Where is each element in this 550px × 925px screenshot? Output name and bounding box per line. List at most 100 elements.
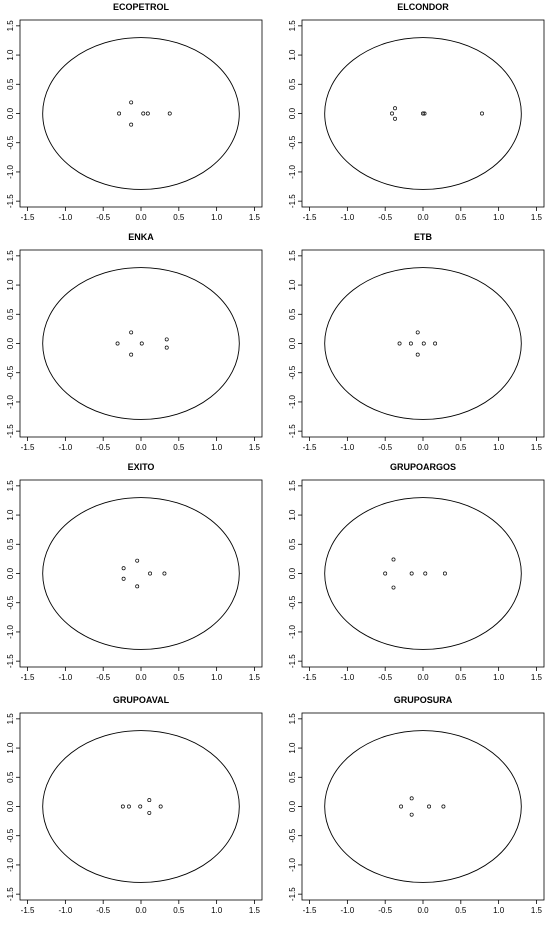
x-tick-label: -1.0 — [340, 443, 354, 452]
x-tick-label: -0.5 — [378, 443, 392, 452]
x-tick-label: -1.0 — [58, 213, 72, 222]
y-tick-label: -1.0 — [288, 858, 297, 872]
y-tick-label: 0.5 — [288, 771, 297, 783]
x-tick-label: -1.0 — [340, 906, 354, 915]
x-tick-label: 0.5 — [173, 443, 185, 452]
y-tick-label: 1.5 — [6, 713, 15, 725]
x-tick-label: 1.0 — [211, 673, 223, 682]
x-tick-label: 1.5 — [249, 443, 261, 452]
x-tick-label: 1.5 — [531, 906, 543, 915]
data-point — [383, 571, 388, 576]
reference-circle — [42, 267, 240, 420]
y-tick-label: 1.0 — [6, 279, 15, 291]
x-tick-label: -0.5 — [96, 213, 110, 222]
y-tick-label: 0.0 — [6, 800, 15, 812]
y-tick-label: 0.5 — [288, 308, 297, 320]
y-tick-label: -0.5 — [288, 595, 297, 609]
x-tick-label: 1.5 — [531, 673, 543, 682]
y-tick-label: -1.5 — [6, 654, 15, 668]
chart-panel-grupoaval: GRUPOAVAL -1.5 -1.0 -0.5 0.0 0.5 1.0 1.5 -1.5 -1.… — [6, 695, 263, 915]
data-point — [421, 111, 425, 116]
data-point — [391, 585, 396, 590]
reference-circle — [42, 497, 240, 650]
data-point — [145, 111, 150, 116]
data-point — [427, 804, 431, 809]
y-tick-label: -1.0 — [6, 625, 15, 639]
panel-title: EXITO — [128, 462, 155, 472]
y-tick-label: -1.0 — [288, 165, 297, 179]
data-point — [421, 341, 426, 346]
y-tick-label: 1.5 — [6, 480, 15, 492]
y-tick-label: -1.5 — [288, 424, 297, 438]
x-tick-label: -0.5 — [96, 906, 110, 915]
reference-circle — [324, 267, 522, 420]
x-tick-label: 0.0 — [417, 673, 429, 682]
x-tick-label: -1.5 — [21, 443, 35, 452]
y-tick-label: -1.5 — [6, 194, 15, 208]
data-point — [162, 571, 167, 576]
data-point — [480, 111, 484, 116]
x-tick-label: -1.0 — [340, 673, 354, 682]
data-point — [135, 584, 140, 589]
x-tick-label: -0.5 — [96, 673, 110, 682]
y-tick-label: 1.0 — [6, 509, 15, 521]
x-tick-label: 0.0 — [135, 443, 147, 452]
y-tick-label: -1.5 — [288, 194, 297, 208]
chart-panel-gruposura: GRUPOSURA -1.5 -1.0 -0.5 0.0 0.5 1.0 1.5 -1.5 -1.… — [288, 695, 545, 915]
y-tick-label: 0.5 — [6, 538, 15, 550]
data-point — [397, 341, 402, 346]
plot-frame — [19, 249, 263, 438]
plot-frame — [301, 249, 545, 438]
x-tick-label: 1.5 — [249, 906, 261, 915]
panel-title: ETB — [414, 232, 433, 242]
x-tick-label: 1.0 — [493, 213, 505, 222]
data-point — [147, 798, 152, 803]
data-point — [391, 557, 396, 562]
data-point — [117, 111, 122, 116]
data-point — [393, 106, 397, 111]
chart-panel-exito: EXITO -1.5 -1.0 -0.5 0.0 0.5 1.0 1.5 -1.5 -1.0 -0.… — [6, 462, 263, 682]
chart-panel-grupoargos: GRUPOARGOS -1.5 -1.0 -0.5 0.0 0.5 1.0 1.5 -1.5 -1… — [288, 462, 545, 682]
data-point — [135, 558, 140, 563]
y-tick-label: 1.0 — [288, 49, 297, 61]
data-point — [408, 341, 413, 346]
data-point — [423, 571, 428, 576]
x-tick-label: 1.0 — [211, 906, 223, 915]
data-point — [147, 810, 152, 815]
chart-panel-elcondor: ELCONDOR -1.5 -1.0 -0.5 0.0 0.5 1.0 1.5 -1.5 -1.0… — [288, 2, 545, 222]
x-tick-label: 0.0 — [417, 906, 429, 915]
data-point — [415, 352, 420, 357]
panel-title: GRUPOSURA — [394, 695, 453, 705]
y-tick-label: 1.5 — [288, 713, 297, 725]
y-tick-label: 0.0 — [6, 107, 15, 119]
data-point — [415, 330, 420, 335]
y-tick-label: 1.0 — [6, 742, 15, 754]
x-tick-label: 0.0 — [135, 213, 147, 222]
y-tick-label: -1.5 — [288, 887, 297, 901]
y-tick-label: 1.5 — [6, 20, 15, 32]
x-tick-label: -1.5 — [21, 673, 35, 682]
data-point — [441, 804, 446, 809]
x-tick-label: 1.0 — [211, 213, 223, 222]
y-tick-label: -0.5 — [6, 828, 15, 842]
x-tick-label: -1.5 — [303, 673, 317, 682]
reference-circle — [42, 730, 240, 883]
x-tick-label: 0.5 — [455, 213, 467, 222]
y-tick-label: -1.0 — [6, 858, 15, 872]
data-point — [129, 330, 134, 335]
data-point — [120, 804, 125, 809]
y-tick-label: -0.5 — [6, 595, 15, 609]
x-tick-label: -0.5 — [96, 443, 110, 452]
y-tick-label: 0.5 — [6, 308, 15, 320]
y-tick-label: 1.5 — [6, 250, 15, 262]
data-point — [390, 111, 394, 116]
y-tick-label: 0.5 — [6, 78, 15, 90]
data-point — [129, 352, 134, 357]
y-tick-label: -0.5 — [6, 135, 15, 149]
data-point — [409, 812, 414, 817]
data-point — [126, 804, 131, 809]
data-point — [409, 571, 414, 576]
data-point — [121, 576, 126, 581]
x-tick-label: 1.5 — [531, 443, 543, 452]
plot-frame — [301, 479, 545, 668]
